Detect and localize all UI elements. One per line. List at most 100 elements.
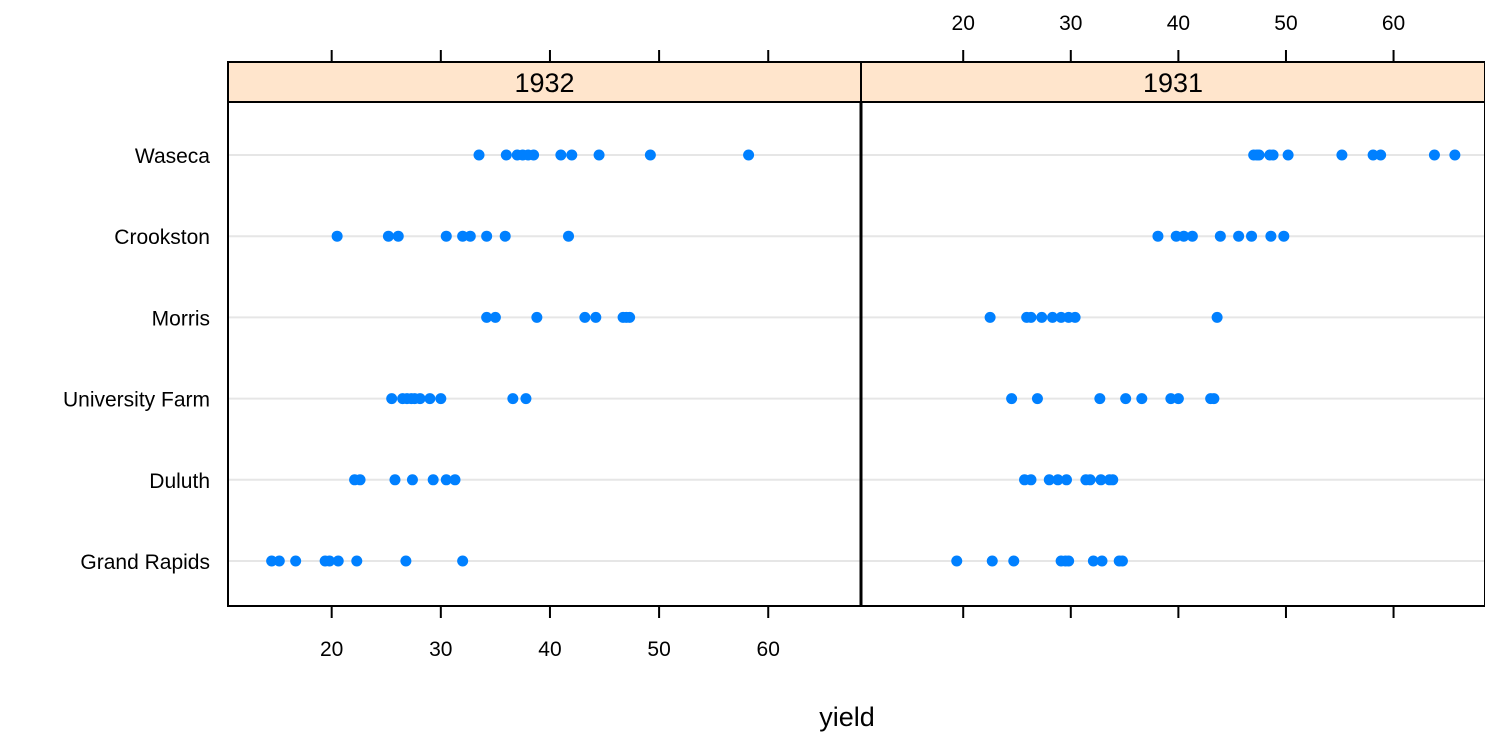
strip-label-1932: 1932 [514, 68, 574, 98]
point-1932-university-farm [386, 393, 398, 405]
point-1931-duluth [1025, 474, 1037, 486]
point-1932-university-farm [424, 393, 436, 405]
point-1931-grand-rapids [1008, 555, 1020, 567]
strip-1931 [860, 61, 1485, 103]
point-1931-duluth [1095, 474, 1107, 486]
x-tick-label-bottom: 20 [320, 638, 343, 661]
x-tick-label-top: 50 [1274, 12, 1297, 35]
point-1932-waseca [566, 149, 578, 161]
panel-1932: 1932 20 30 40 50 60 [227, 50, 862, 661]
point-1931-grand-rapids [1063, 555, 1075, 567]
point-1932-duluth [354, 474, 366, 486]
point-1931-waseca [1282, 149, 1294, 161]
point-1931-grand-rapids [986, 555, 998, 567]
point-1931-duluth [1084, 474, 1096, 486]
point-1931-duluth [1107, 474, 1119, 486]
point-1932-morris [624, 311, 636, 323]
point-1932-waseca [528, 149, 540, 161]
x-axis-title: yield [819, 702, 875, 732]
point-1932-crookston [563, 230, 575, 242]
point-1932-university-farm [507, 393, 519, 405]
point-1931-morris [1069, 311, 1081, 323]
x-tick-label-top: 60 [1382, 12, 1405, 35]
point-1931-university-farm [1031, 393, 1043, 405]
point-1932-grand-rapids [351, 555, 363, 567]
point-1931-morris [1211, 311, 1223, 323]
point-1931-waseca [1367, 149, 1379, 161]
point-1931-university-farm [1208, 393, 1220, 405]
point-1931-crookston [1152, 230, 1164, 242]
point-1931-grand-rapids [1087, 555, 1099, 567]
x-tick-label-bottom: 50 [647, 638, 670, 661]
point-1932-duluth [406, 474, 418, 486]
point-1932-grand-rapids [323, 555, 335, 567]
point-1932-duluth [389, 474, 401, 486]
point-1932-duluth [449, 474, 461, 486]
point-1931-crookston [1186, 230, 1198, 242]
point-1931-university-farm [1165, 393, 1177, 405]
x-tick-label-bottom: 60 [757, 638, 780, 661]
point-1932-crookston [464, 230, 476, 242]
x-tick-label-top: 20 [952, 12, 975, 35]
point-1931-waseca [1253, 149, 1265, 161]
point-1931-crookston [1246, 230, 1258, 242]
point-1931-duluth [1043, 474, 1055, 486]
point-1932-waseca [500, 149, 512, 161]
point-1931-university-farm [1120, 393, 1132, 405]
panel-border [227, 101, 862, 607]
point-1931-morris [1036, 311, 1048, 323]
point-1932-university-farm [520, 393, 532, 405]
x-tick-label-top: 40 [1167, 12, 1190, 35]
panels: Waseca Crookston Morris University Farm Dulu… [63, 12, 1485, 661]
point-1932-waseca [644, 149, 656, 161]
point-1932-crookston [481, 230, 493, 242]
point-1932-morris [531, 311, 543, 323]
point-1931-waseca [1336, 149, 1348, 161]
point-1931-duluth [1060, 474, 1072, 486]
point-1931-crookston [1178, 230, 1190, 242]
point-1932-waseca [473, 149, 485, 161]
point-1932-university-farm [435, 393, 447, 405]
y-tick-label-morris: Morris [152, 307, 210, 330]
point-1932-crookston [331, 230, 343, 242]
point-1932-crookston [499, 230, 511, 242]
y-tick-label-duluth: Duluth [149, 470, 210, 493]
point-1932-waseca [743, 149, 755, 161]
point-1932-crookston [457, 230, 469, 242]
y-tick-label-crookston: Crookston [114, 226, 210, 249]
point-1931-crookston [1170, 230, 1182, 242]
y-tick-label-grand-rapids: Grand Rapids [80, 551, 210, 574]
point-1932-crookston [392, 230, 404, 242]
y-tick-label-waseca: Waseca [135, 145, 210, 168]
point-1931-waseca [1267, 149, 1279, 161]
point-1931-duluth [1052, 474, 1064, 486]
x-tick-label-top: 30 [1059, 12, 1082, 35]
point-1932-waseca [593, 149, 605, 161]
point-1931-crookston [1233, 230, 1245, 242]
point-1931-crookston [1214, 230, 1226, 242]
point-1932-duluth [440, 474, 452, 486]
point-1931-grand-rapids [951, 555, 963, 567]
point-1932-morris [481, 311, 493, 323]
point-1932-morris [489, 311, 501, 323]
point-1931-crookston [1265, 230, 1277, 242]
point-1931-waseca [1428, 149, 1440, 161]
point-1931-university-farm [1136, 393, 1148, 405]
panel-1931: 1931 20 30 40 50 60 [860, 12, 1485, 618]
point-1932-grand-rapids [457, 555, 469, 567]
point-1932-crookston [382, 230, 394, 242]
x-tick-label-bottom: 30 [429, 638, 452, 661]
point-1931-crookston [1278, 230, 1290, 242]
point-1931-waseca [1449, 149, 1461, 161]
point-1931-morris [1047, 311, 1059, 323]
point-1932-duluth [427, 474, 439, 486]
point-1931-university-farm [1006, 393, 1018, 405]
x-tick-label-bottom: 40 [538, 638, 561, 661]
point-1931-morris [1055, 311, 1067, 323]
point-1931-morris [1025, 311, 1037, 323]
point-1931-waseca [1375, 149, 1387, 161]
point-1932-grand-rapids [400, 555, 412, 567]
point-1932-grand-rapids [332, 555, 344, 567]
point-1931-university-farm [1172, 393, 1184, 405]
